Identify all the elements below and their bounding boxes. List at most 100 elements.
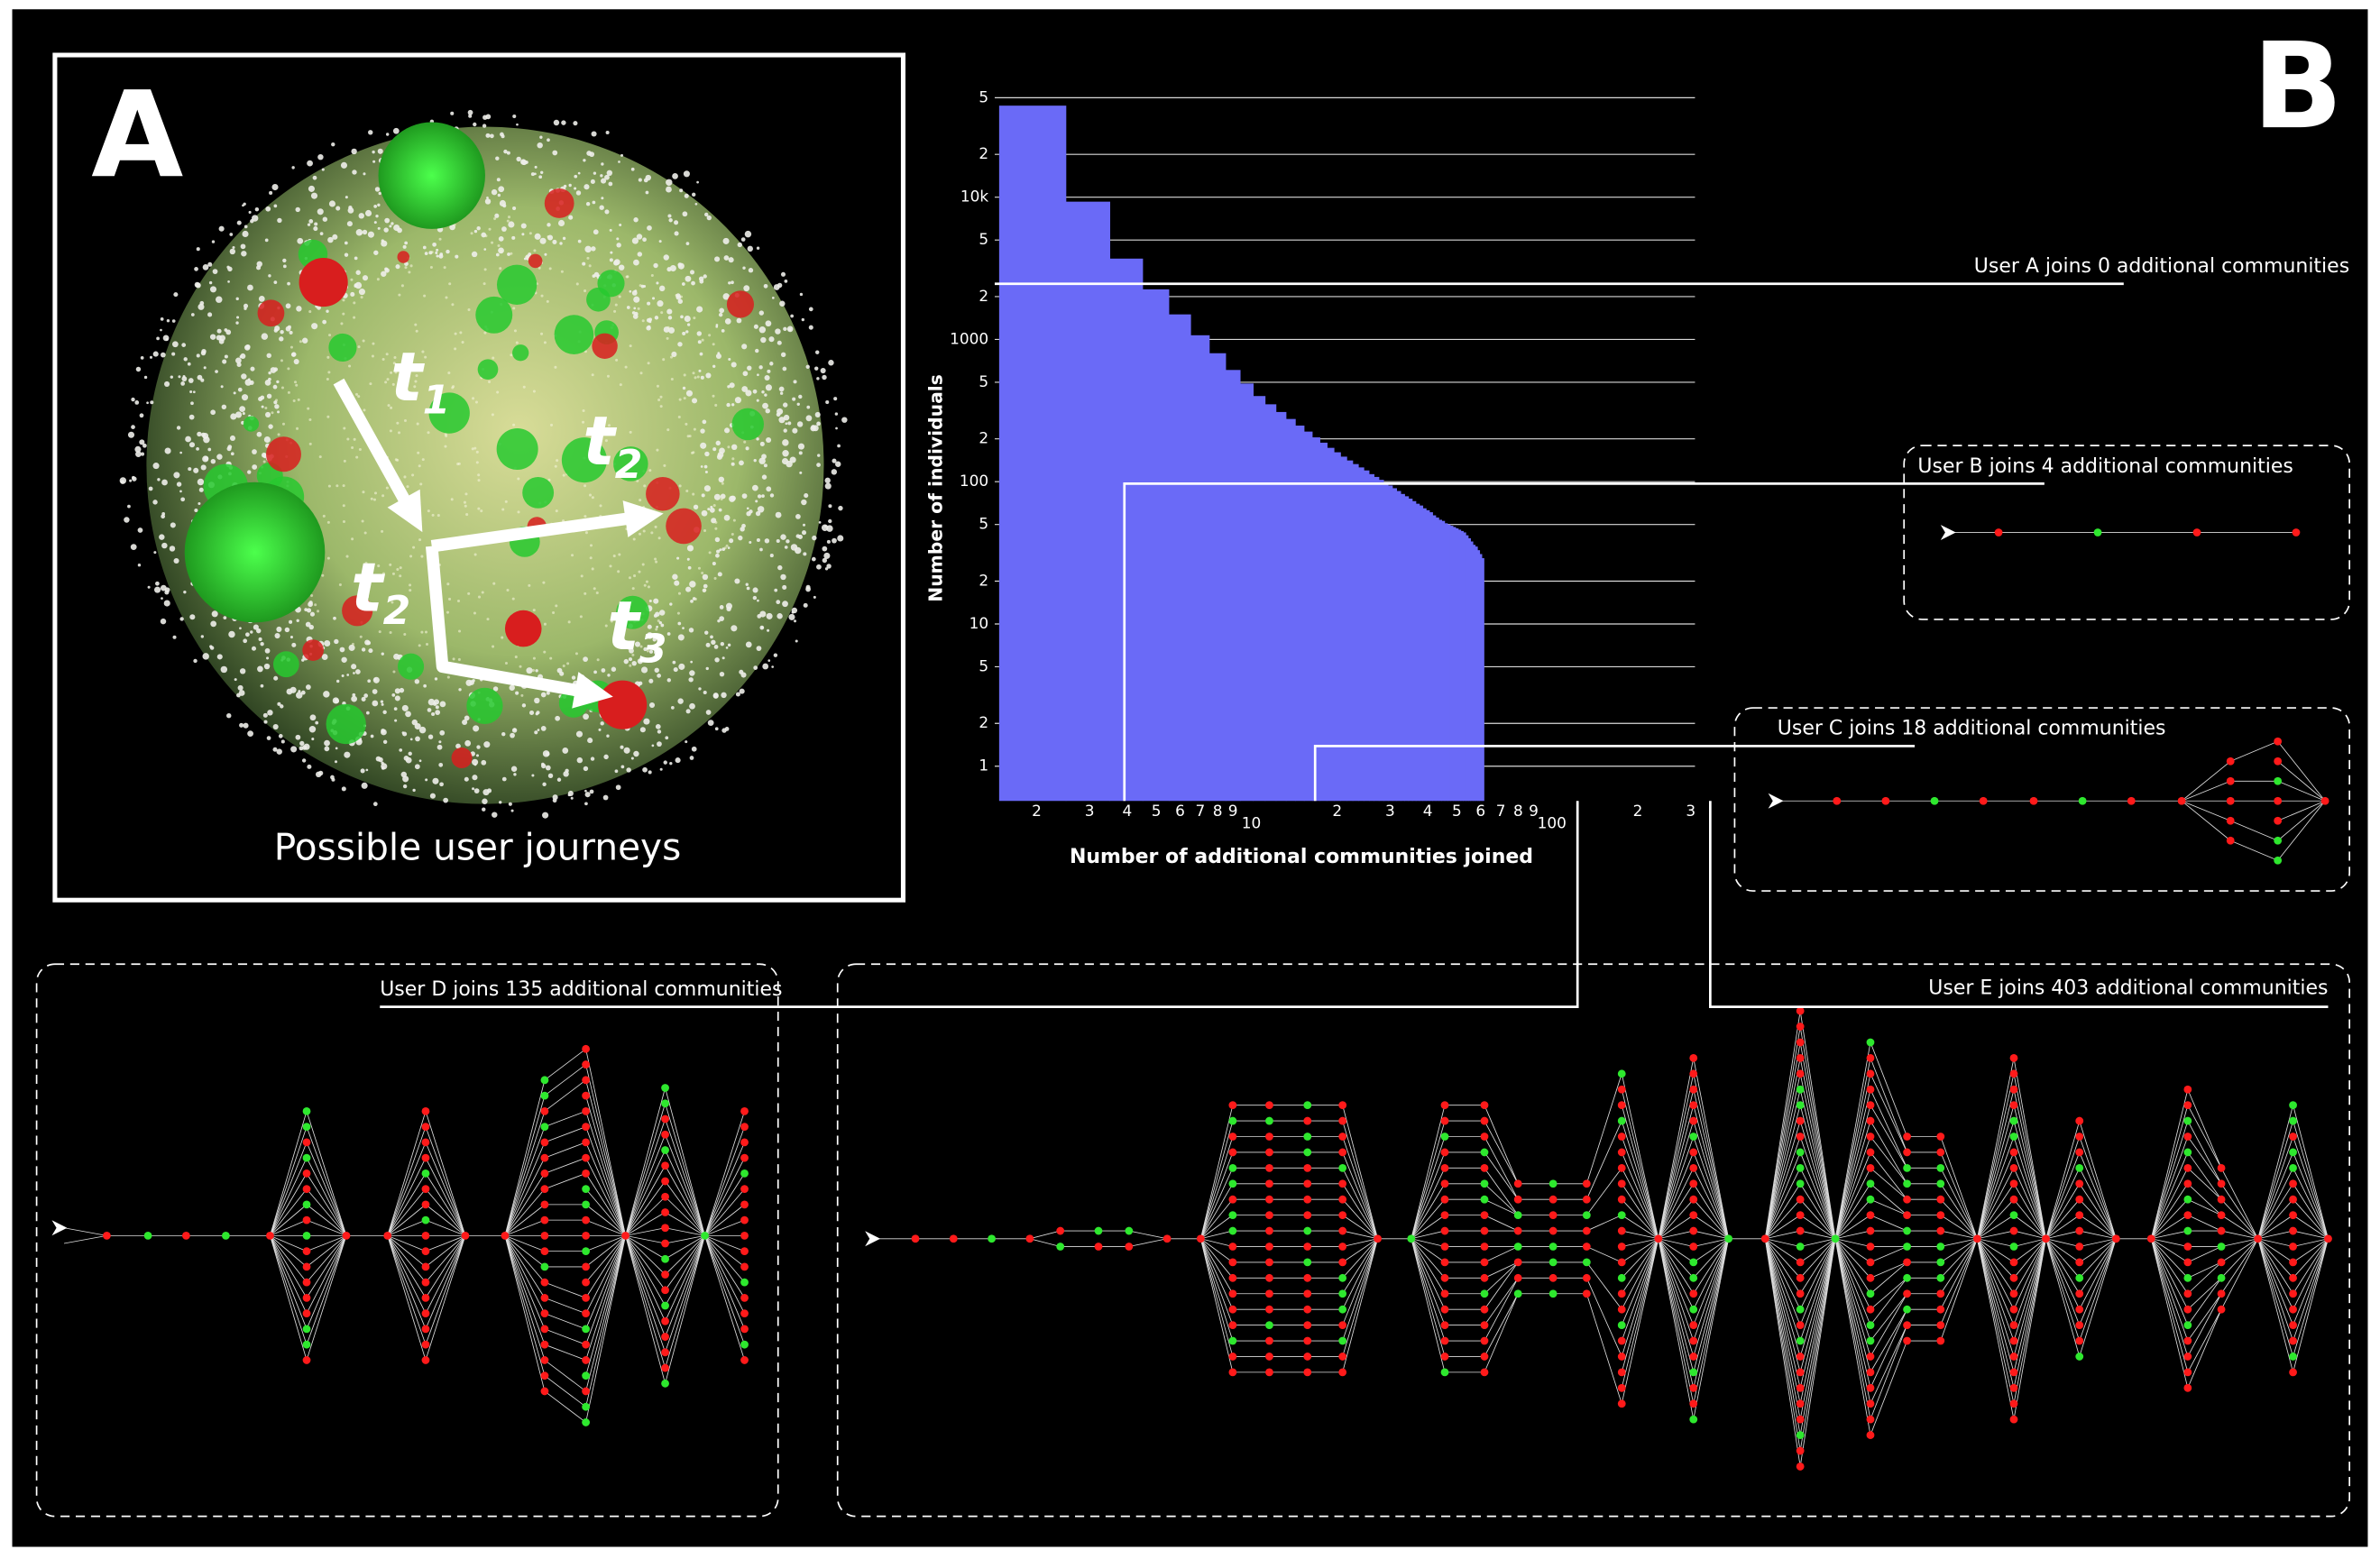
network-node [210, 620, 217, 628]
graph-edge [544, 1281, 586, 1298]
network-node [672, 573, 678, 580]
graph-edge [2079, 1238, 2117, 1294]
network-node [828, 504, 832, 509]
x-tick-label: 3 [1085, 802, 1095, 820]
graph-node [582, 1044, 590, 1053]
graph-edge [1658, 1168, 1695, 1239]
network-node [587, 738, 593, 744]
network-node [667, 316, 673, 320]
graph-node [1936, 1163, 1945, 1172]
network-node [467, 308, 471, 312]
network-node [652, 637, 657, 642]
graph-node [540, 1123, 549, 1131]
network-node [755, 348, 759, 353]
graph-node [1228, 1133, 1237, 1141]
network-node [563, 184, 567, 188]
graph-node [2183, 1353, 2192, 1361]
y-tick-label: 5 [979, 372, 988, 390]
network-node [684, 315, 691, 323]
graph-node [1440, 1289, 1449, 1298]
network-node [523, 257, 527, 261]
network-node [513, 728, 517, 731]
network-node [700, 465, 703, 468]
network-node [363, 172, 366, 176]
network-node [534, 172, 537, 176]
network-node [590, 757, 595, 761]
network-node [694, 202, 698, 206]
network-node [207, 312, 213, 317]
network-node [211, 610, 218, 618]
network-node [763, 463, 767, 468]
graph-node [1796, 1399, 1805, 1408]
network-node [726, 606, 731, 611]
network-node [822, 557, 828, 564]
graph-node [1866, 1273, 1875, 1282]
network-node [487, 381, 492, 384]
network-node [701, 493, 705, 498]
network-node [152, 463, 160, 470]
network-node [721, 692, 727, 699]
network-node [764, 538, 770, 544]
graph-node [2009, 1195, 2018, 1204]
journey-label: t3 [607, 586, 666, 672]
network-node [759, 547, 763, 552]
graph-edge [270, 1188, 308, 1236]
bar [1457, 529, 1462, 802]
graph-node [302, 1231, 311, 1240]
network-node [498, 236, 504, 242]
network-node [711, 639, 716, 646]
network-node [756, 399, 759, 402]
network-node [471, 447, 474, 451]
network-node [528, 232, 532, 235]
graph-edge [1799, 1089, 1836, 1239]
graph-node [2009, 1305, 2018, 1314]
y-axis-label: Number of individuals [925, 374, 947, 602]
graph-node [582, 1340, 590, 1349]
graph-node [2075, 1148, 2084, 1157]
network-node [562, 747, 569, 754]
graph-node [1480, 1133, 1489, 1141]
network-node [642, 237, 647, 243]
network-node [501, 134, 505, 139]
graph-edge [1693, 1120, 1730, 1239]
network-node [793, 380, 797, 384]
network-node [241, 373, 247, 380]
graph-edge [1940, 1238, 1978, 1294]
graph-node [302, 1138, 311, 1147]
graph-edge [425, 1235, 466, 1345]
network-node [301, 337, 308, 344]
network-node [451, 303, 455, 307]
bar [1415, 503, 1420, 802]
graph-edge [2045, 1136, 2081, 1239]
network-node [663, 760, 667, 765]
graph-node [302, 1215, 311, 1224]
network-node [771, 665, 775, 668]
graph-edge [1764, 1238, 1801, 1467]
network-node [446, 249, 450, 254]
graph-node [2274, 776, 2283, 785]
bar [1438, 519, 1443, 802]
network-node [216, 335, 222, 341]
network-node [734, 397, 741, 404]
graph-node [2009, 1053, 2018, 1062]
graph-node [1936, 1195, 1945, 1204]
bar [1253, 396, 1266, 802]
bar [1368, 473, 1374, 802]
network-node [311, 738, 315, 741]
network-node [691, 746, 697, 752]
network-node [731, 280, 734, 285]
graph-edge [585, 1126, 626, 1236]
network-node [666, 632, 671, 636]
graph-edge [2293, 1238, 2329, 1310]
graph-edge [306, 1235, 347, 1268]
network-node [497, 243, 501, 248]
graph-edge [2187, 1105, 2222, 1169]
network-node [584, 531, 588, 535]
network-node [656, 384, 659, 388]
network-node [427, 698, 436, 706]
graph-node [1689, 1179, 1698, 1188]
bar [1432, 515, 1437, 802]
network-node [189, 390, 193, 394]
network-node [242, 412, 245, 416]
network-node [745, 390, 752, 397]
